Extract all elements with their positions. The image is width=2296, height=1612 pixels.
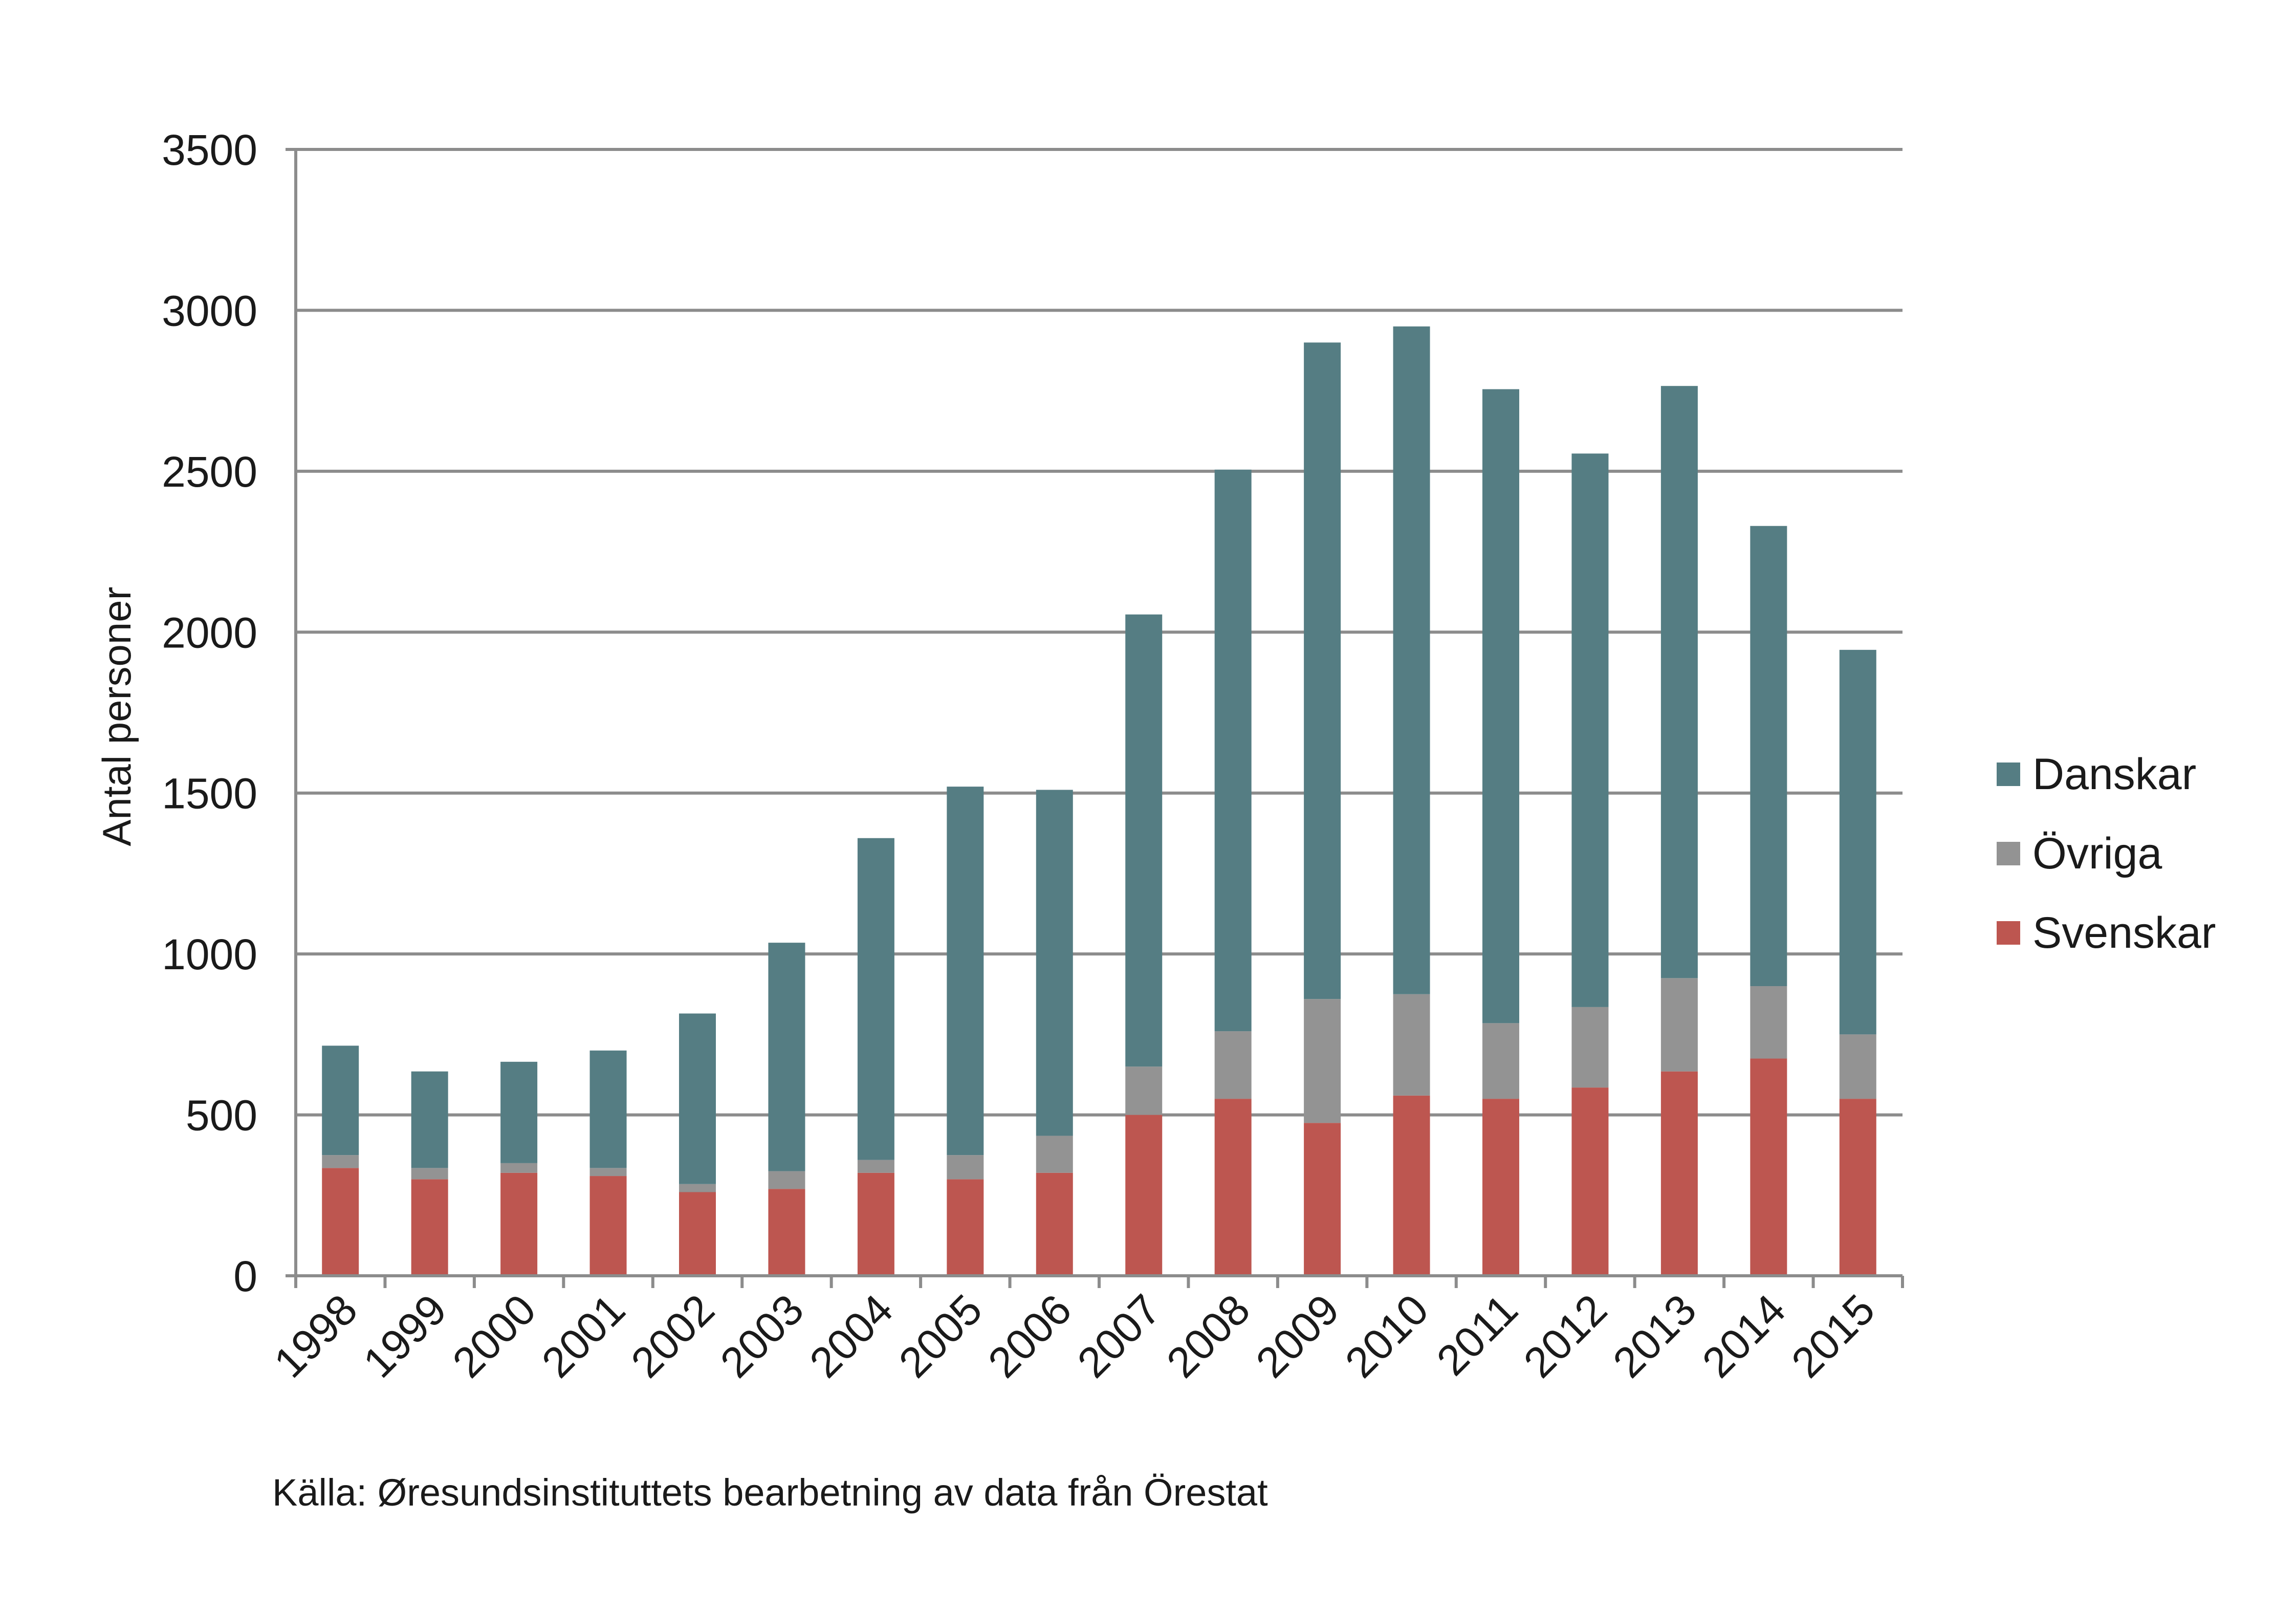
bar-övriga-1998 — [322, 1155, 359, 1168]
bar-svenskar-2002 — [679, 1192, 716, 1276]
bar-svenskar-2006 — [1036, 1172, 1073, 1276]
bar-övriga-2007 — [1125, 1066, 1163, 1115]
bar-övriga-2001 — [589, 1168, 627, 1177]
y-tick-label: 500 — [186, 1092, 257, 1140]
y-tick-label: 2500 — [162, 448, 257, 496]
legend-label: Svenskar — [2032, 908, 2216, 957]
y-tick-label: 3500 — [162, 126, 257, 174]
bar-danskar-1999 — [411, 1071, 448, 1168]
bar-svenskar-2013 — [1660, 1071, 1698, 1276]
bar-danskar-2014 — [1750, 526, 1787, 987]
bar-svenskar-1999 — [411, 1179, 448, 1276]
bar-övriga-2015 — [1839, 1034, 1876, 1099]
y-tick-label: 3000 — [162, 287, 257, 335]
y-tick-label: 1500 — [162, 770, 257, 818]
x-tick-label: 1998 — [265, 1285, 366, 1387]
bar-övriga-2002 — [679, 1184, 716, 1192]
x-tick-label: 2012 — [1515, 1285, 1616, 1387]
bar-danskar-2011 — [1482, 389, 1519, 1023]
bar-danskar-2001 — [589, 1050, 627, 1168]
y-tick-labels: 0 500 1000 1500 2000 2500 3000 3500 — [162, 126, 257, 1300]
bar-svenskar-2012 — [1571, 1087, 1609, 1276]
bar-övriga-2003 — [768, 1171, 805, 1189]
x-tick-label: 2010 — [1336, 1285, 1438, 1387]
bar-svenskar-2008 — [1214, 1099, 1252, 1276]
legend-label: Övriga — [2032, 829, 2162, 878]
legend-swatch-svenskar — [1997, 921, 2020, 945]
legend: Danskar Övriga Svenskar — [1997, 750, 2216, 957]
bar-svenskar-2009 — [1304, 1123, 1341, 1276]
axes — [286, 148, 1904, 1288]
bar-danskar-2002 — [679, 1013, 716, 1184]
bar-svenskar-2001 — [589, 1176, 627, 1276]
source-note: Källa: Øresundsinstituttets bearbetning … — [272, 1471, 1268, 1514]
bar-danskar-2010 — [1393, 326, 1430, 994]
x-tick-label: 2000 — [443, 1285, 545, 1387]
x-tick-label: 2002 — [622, 1285, 724, 1387]
bar-övriga-1999 — [411, 1168, 448, 1180]
bar-övriga-2009 — [1304, 999, 1341, 1123]
x-tick-label: 2003 — [711, 1285, 813, 1387]
bar-övriga-2012 — [1571, 1007, 1609, 1088]
gridlines — [296, 148, 1903, 1117]
bar-övriga-2008 — [1214, 1031, 1252, 1099]
bar-svenskar-2014 — [1750, 1058, 1787, 1276]
bar-svenskar-2003 — [768, 1189, 805, 1276]
x-tick-label: 2005 — [889, 1285, 991, 1387]
bar-övriga-2004 — [857, 1160, 894, 1173]
bar-svenskar-2000 — [500, 1172, 538, 1276]
bar-övriga-2006 — [1036, 1136, 1073, 1173]
x-tick-label: 2009 — [1247, 1285, 1348, 1387]
x-tick-label: 2007 — [1068, 1285, 1170, 1387]
bar-övriga-2005 — [947, 1155, 984, 1180]
x-tick-label: 2008 — [1157, 1285, 1259, 1387]
x-tick-label: 1999 — [354, 1285, 456, 1387]
bars — [322, 326, 1876, 1276]
x-tick-label: 2013 — [1604, 1285, 1705, 1387]
bar-svenskar-2011 — [1482, 1099, 1519, 1276]
bar-danskar-2007 — [1125, 614, 1163, 1067]
bar-danskar-2015 — [1839, 649, 1876, 1035]
bar-danskar-2005 — [947, 787, 984, 1156]
x-tick-label: 2014 — [1693, 1285, 1795, 1387]
bar-svenskar-2004 — [857, 1172, 894, 1276]
bar-övriga-2011 — [1482, 1023, 1519, 1099]
legend-swatch-danskar — [1997, 763, 2020, 786]
bar-svenskar-2010 — [1393, 1095, 1430, 1276]
bar-övriga-2013 — [1660, 978, 1698, 1072]
x-tick-label: 2004 — [800, 1285, 902, 1387]
bar-övriga-2000 — [500, 1163, 538, 1173]
bar-danskar-2003 — [768, 943, 805, 1171]
bar-danskar-1998 — [322, 1045, 359, 1156]
bar-svenskar-2015 — [1839, 1099, 1876, 1276]
bar-svenskar-1998 — [322, 1168, 359, 1276]
bar-svenskar-2007 — [1125, 1115, 1163, 1276]
bar-danskar-2012 — [1571, 453, 1609, 1007]
bar-danskar-2009 — [1304, 342, 1341, 999]
y-axis-title: Antal personer — [94, 586, 139, 846]
x-tick-label: 2015 — [1782, 1285, 1884, 1387]
legend-label: Danskar — [2032, 750, 2196, 799]
y-tick-label: 1000 — [162, 930, 257, 978]
y-tick-label: 0 — [233, 1252, 257, 1300]
y-tick-label: 2000 — [162, 608, 257, 657]
bar-övriga-2014 — [1750, 986, 1787, 1059]
x-tick-labels: 1998199920002001200220032004200520062007… — [265, 1285, 1884, 1387]
x-tick-label: 2006 — [979, 1285, 1081, 1387]
bar-övriga-2010 — [1393, 994, 1430, 1096]
bar-svenskar-2005 — [947, 1179, 984, 1276]
x-tick-label: 2001 — [533, 1285, 635, 1387]
bar-danskar-2000 — [500, 1061, 538, 1163]
legend-swatch-övriga — [1997, 842, 2020, 865]
x-tick-label: 2011 — [1428, 1285, 1527, 1384]
bar-danskar-2006 — [1036, 790, 1073, 1136]
bar-danskar-2004 — [857, 838, 894, 1160]
bar-danskar-2008 — [1214, 469, 1252, 1032]
bar-danskar-2013 — [1660, 386, 1698, 978]
